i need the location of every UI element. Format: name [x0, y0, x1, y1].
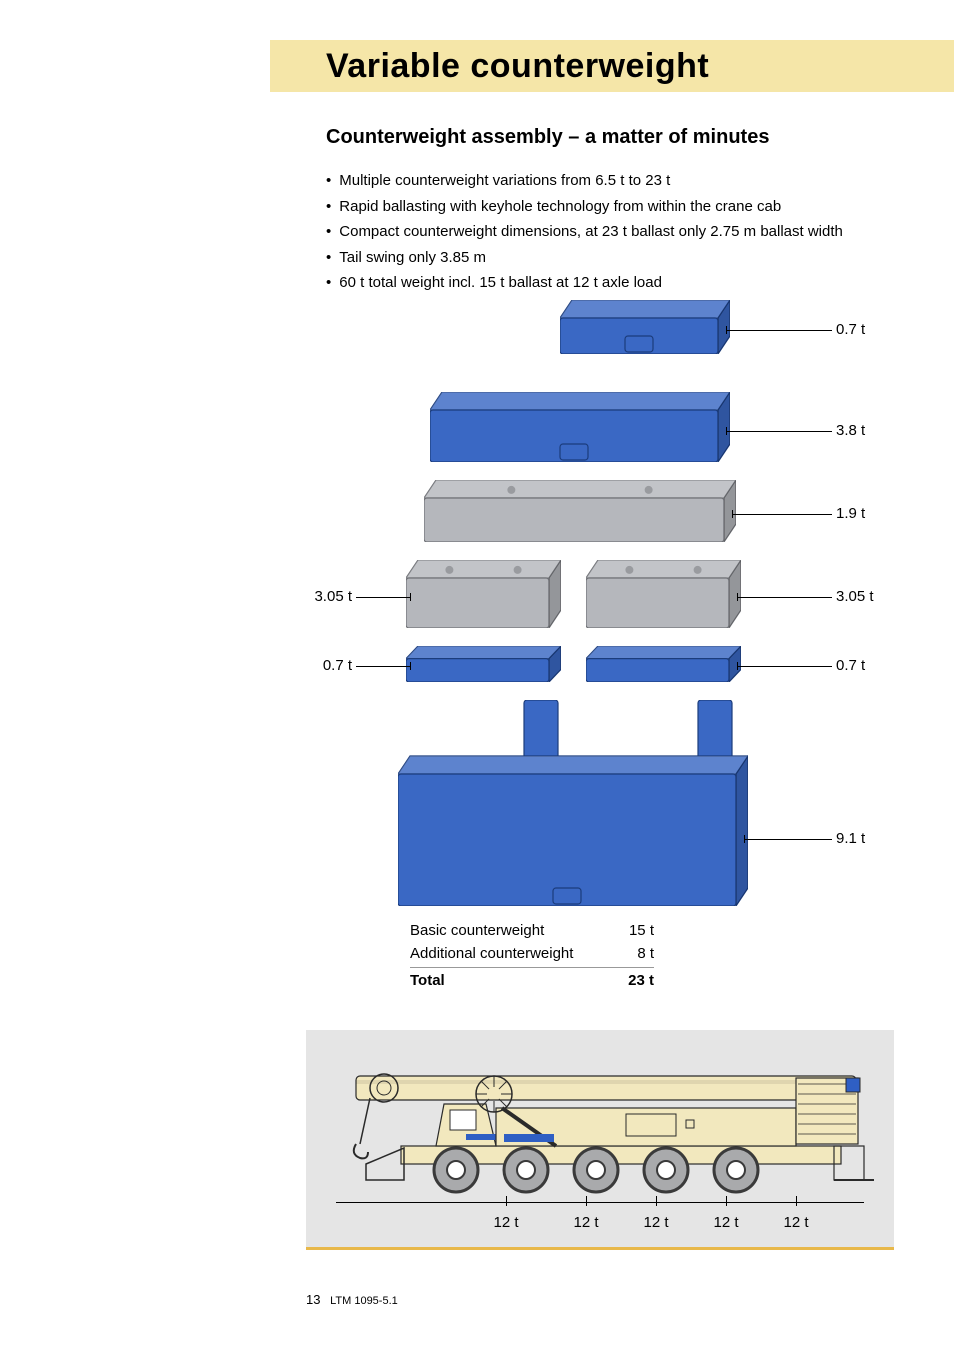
- axle-baseline: [336, 1202, 864, 1203]
- model-code: LTM 1095-5.1: [330, 1295, 398, 1307]
- counterweight-summary: Basic counterweight 15 tAdditional count…: [410, 920, 654, 993]
- exploded-diagram: 0.7 t3.8 t1.9 t3.05 t3.05 t0.7 t0.7 t9.1…: [326, 300, 886, 940]
- crane-illustration: [326, 1048, 874, 1198]
- page-title: Variable counterweight: [326, 47, 709, 86]
- plate-blue-thin-right: [586, 646, 741, 682]
- plate-blue-1: [430, 392, 730, 462]
- summary-row: Additional counterweight 8 t: [410, 943, 654, 966]
- bullet-item: Tail swing only 3.85 m: [326, 245, 843, 271]
- callout-right: 1.9 t: [836, 505, 865, 522]
- subtitle: Counterweight assembly – a matter of min…: [326, 126, 769, 149]
- plate-grey-1: [424, 480, 736, 542]
- plate-top-blue-small: [560, 300, 730, 354]
- callout-left: 3.05 t: [302, 588, 352, 605]
- bullet-item: 60 t total weight incl. 15 t ballast at …: [326, 270, 843, 296]
- bullet-list: Multiple counterweight variations from 6…: [326, 168, 843, 296]
- page-footer: 13 LTM 1095-5.1: [306, 1292, 398, 1307]
- summary-value: 8 t: [614, 943, 654, 966]
- callout-right: 0.7 t: [836, 321, 865, 338]
- axle-load-label: 12 t: [783, 1214, 808, 1231]
- axle-load-label: 12 t: [643, 1214, 668, 1231]
- axle-load-label: 12 t: [493, 1214, 518, 1231]
- title-band: Variable counterweight: [270, 40, 954, 92]
- bullet-item: Multiple counterweight variations from 6…: [326, 168, 843, 194]
- summary-total-label: Total: [410, 970, 600, 993]
- callout-right: 0.7 t: [836, 657, 865, 674]
- summary-row: Basic counterweight 15 t: [410, 920, 654, 943]
- plate-grey-2-right: [586, 560, 741, 628]
- summary-label: Additional counterweight: [410, 943, 600, 966]
- callout-right: 3.8 t: [836, 422, 865, 439]
- bullet-item: Compact counterweight dimensions, at 23 …: [326, 219, 843, 245]
- summary-value: 15 t: [614, 920, 654, 943]
- summary-total-row: Total 23 t: [410, 967, 654, 993]
- bullet-item: Rapid ballasting with keyhole technology…: [326, 194, 843, 220]
- plate-blue-thin-left: [406, 646, 561, 682]
- summary-total-value: 23 t: [614, 970, 654, 993]
- crane-panel: 12 t 12 t 12 t 12 t 12 t: [306, 1030, 894, 1250]
- axle-load-label: 12 t: [573, 1214, 598, 1231]
- callout-right: 9.1 t: [836, 830, 865, 847]
- plate-base-blue-large: [398, 700, 748, 906]
- callout-right: 3.05 t: [836, 588, 874, 605]
- summary-label: Basic counterweight: [410, 920, 600, 943]
- page-number: 13: [306, 1292, 320, 1307]
- callout-left: 0.7 t: [302, 657, 352, 674]
- plate-grey-2-left: [406, 560, 561, 628]
- axle-load-label: 12 t: [713, 1214, 738, 1231]
